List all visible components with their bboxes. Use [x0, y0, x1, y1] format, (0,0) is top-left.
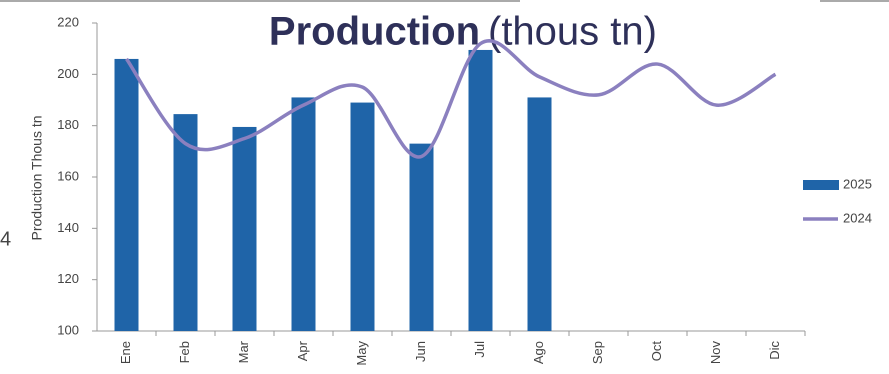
y-tick-label: 180: [57, 117, 79, 132]
bar: [468, 49, 493, 331]
bar: [291, 97, 316, 331]
x-tick-label: Apr: [295, 340, 310, 361]
legend-label: 2025: [843, 176, 872, 191]
x-tick-label: Ago: [531, 341, 546, 364]
chart-title-unit: (thous tn): [488, 10, 657, 54]
x-tick-label: Dic: [767, 341, 782, 360]
x-tick-label: Jul: [472, 341, 487, 358]
x-tick-label: Oct: [649, 341, 664, 362]
y-tick-label: 100: [57, 322, 79, 337]
y-axis-label: Production Thous tn: [29, 115, 45, 240]
y-tick-label: 160: [57, 168, 79, 183]
bar: [173, 114, 198, 331]
x-tick-label: Feb: [177, 341, 192, 363]
y-tick-label: 140: [57, 220, 79, 235]
y-tick-label: 120: [57, 271, 79, 286]
edge-text: 4: [0, 228, 11, 250]
x-tick-label: Ene: [118, 341, 133, 364]
x-tick-label: Mar: [236, 340, 251, 363]
legend-swatch: [803, 180, 839, 190]
x-tick-label: Sep: [590, 341, 605, 364]
y-tick-label: 220: [57, 14, 79, 29]
y-tick-label: 200: [57, 66, 79, 81]
bar: [409, 143, 434, 331]
bar: [527, 97, 552, 331]
bar: [350, 102, 375, 331]
x-tick-label: Nov: [708, 341, 723, 365]
line: [125, 39, 777, 159]
legend-label: 2024: [843, 210, 872, 225]
bar: [232, 126, 257, 331]
x-tick-label: Jun: [413, 341, 428, 362]
bar: [114, 58, 139, 331]
chart-title: Production: [269, 10, 480, 54]
x-tick-label: May: [354, 341, 369, 366]
